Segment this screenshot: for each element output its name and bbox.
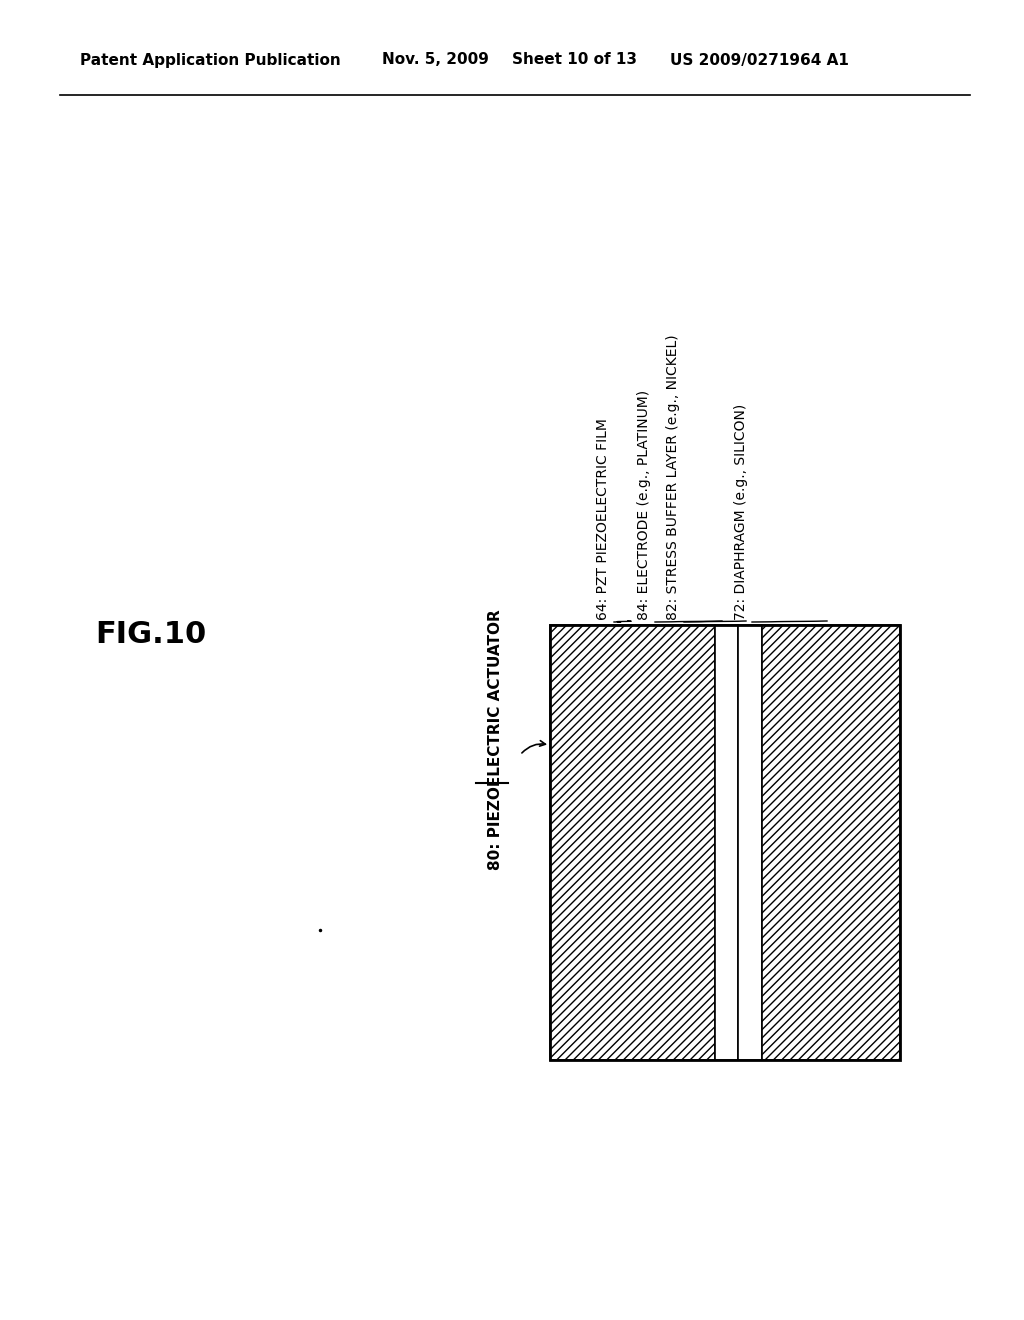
Text: 82: STRESS BUFFER LAYER (e.g., NICKEL): 82: STRESS BUFFER LAYER (e.g., NICKEL) bbox=[666, 334, 680, 620]
Bar bbox=[762, 624, 900, 1060]
Text: Nov. 5, 2009: Nov. 5, 2009 bbox=[382, 53, 488, 67]
Text: 72: DIAPHRAGM (e.g., SILICON): 72: DIAPHRAGM (e.g., SILICON) bbox=[734, 404, 748, 620]
Text: 80: PIEZOELECTRIC ACTUATOR: 80: PIEZOELECTRIC ACTUATOR bbox=[487, 610, 503, 870]
Bar bbox=[738, 624, 762, 1060]
Text: FIG.10: FIG.10 bbox=[95, 620, 206, 649]
Bar bbox=[550, 624, 900, 1060]
Bar bbox=[715, 624, 738, 1060]
Text: 84: ELECTRODE (e.g., PLATINUM): 84: ELECTRODE (e.g., PLATINUM) bbox=[637, 389, 651, 620]
Text: US 2009/0271964 A1: US 2009/0271964 A1 bbox=[670, 53, 849, 67]
Text: Sheet 10 of 13: Sheet 10 of 13 bbox=[512, 53, 637, 67]
Text: Patent Application Publication: Patent Application Publication bbox=[80, 53, 341, 67]
Text: 64: PZT PIEZOELECTRIC FILM: 64: PZT PIEZOELECTRIC FILM bbox=[596, 418, 610, 620]
Bar bbox=[550, 624, 715, 1060]
